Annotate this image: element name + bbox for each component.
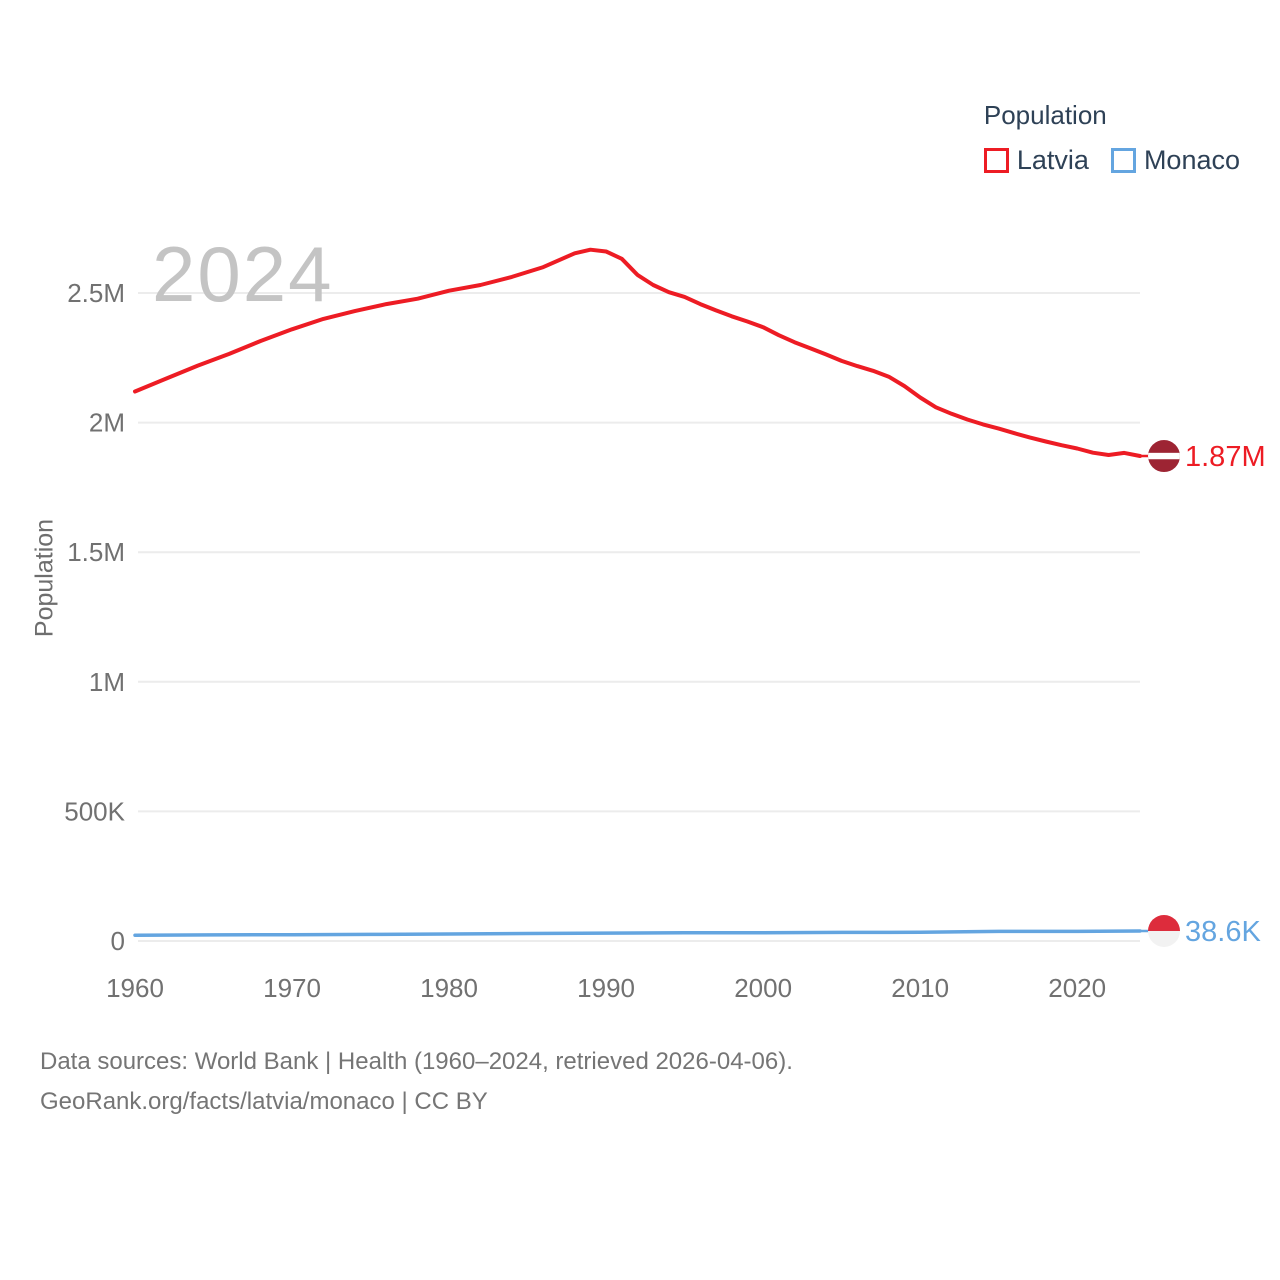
- legend-label-monaco: Monaco: [1143, 145, 1240, 175]
- x-tick-label: 1980: [420, 973, 478, 1003]
- latvia-flag-icon: [1148, 440, 1180, 473]
- monaco-swatch-icon: [1110, 148, 1136, 173]
- legend-item-monaco[interactable]: Monaco: [1110, 145, 1240, 176]
- y-tick-label: 2M: [89, 408, 125, 438]
- latvia-swatch-icon: [983, 148, 1009, 173]
- x-tick-label: 1990: [577, 973, 635, 1003]
- y-tick-label: 1M: [89, 667, 125, 697]
- x-tick-label: 2000: [734, 973, 792, 1003]
- footer: Data sources: World Bank | Health (1960–…: [40, 1042, 793, 1122]
- monaco-end-value: 38.6K: [1185, 916, 1261, 948]
- latvia-line[interactable]: [133, 247, 1142, 458]
- x-tick-label: 2020: [1048, 973, 1106, 1003]
- x-tick-label: 1970: [263, 973, 321, 1003]
- footer-attribution-line: GeoRank.org/facts/latvia/monaco | CC BY: [40, 1088, 488, 1115]
- y-tick-label: 0: [111, 926, 125, 956]
- latvia-end-value: 1.87M: [1185, 441, 1266, 473]
- watermark-year: 2024: [152, 230, 334, 318]
- monaco-line[interactable]: [133, 929, 1142, 937]
- y-tick-label: 500K: [64, 796, 125, 826]
- legend-item-latvia[interactable]: Latvia: [983, 145, 1089, 176]
- x-tick-label: 1960: [106, 973, 164, 1003]
- series-layer: 1.87M 38.6K: [133, 247, 1266, 948]
- x-tick-label: 2010: [891, 973, 949, 1003]
- y-axis-title: Population: [30, 518, 59, 638]
- legend: Population Latvia Monaco: [983, 100, 1240, 176]
- legend-items: Latvia Monaco: [983, 145, 1240, 176]
- y-tick-label: 2.5M: [67, 278, 125, 308]
- legend-label-latvia: Latvia: [1016, 145, 1089, 175]
- monaco-flag-icon: [1148, 914, 1180, 947]
- y-tick-label: 1.5M: [67, 537, 125, 567]
- footer-source-line: Data sources: World Bank | Health (1960–…: [40, 1048, 793, 1075]
- grid-layer: 0 500K 1M 1.5M 2M 2.5M 1960 1970 1980 1990 2000 201…: [64, 278, 1140, 1003]
- legend-title: Population: [983, 100, 1107, 130]
